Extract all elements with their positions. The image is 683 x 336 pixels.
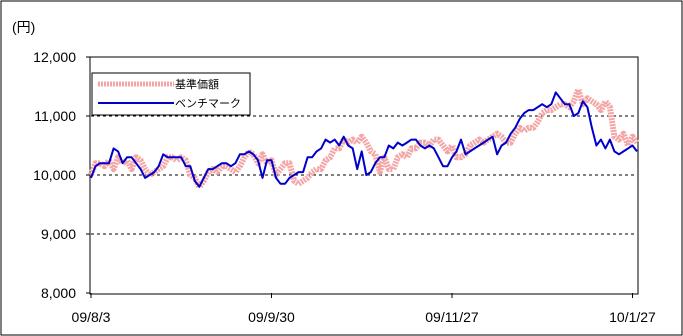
- series-line-benchmark: [90, 91, 638, 188]
- x-tick-label: 09/8/3: [72, 309, 111, 325]
- series-line-nav: [88, 86, 640, 190]
- unit-label: (円): [12, 19, 35, 35]
- y-tick-label: 11,000: [34, 108, 76, 124]
- x-tick-label: 09/11/27: [425, 309, 479, 325]
- x-axis: 09/8/3 09/9/30 09/11/27 10/1/27: [72, 293, 656, 325]
- gridlines: [91, 115, 637, 235]
- legend-label-nav: 基準価額: [175, 77, 219, 91]
- x-tick-label: 10/1/27: [609, 309, 656, 325]
- x-tick-label: 09/9/30: [248, 309, 295, 325]
- y-tick-label: 12,000: [33, 49, 76, 65]
- y-tick-label: 9,000: [41, 226, 76, 242]
- legend-box: [91, 72, 251, 116]
- legend-label-benchmark: ベンチマーク: [175, 97, 241, 110]
- y-axis: 12,000 11,000 10,000 9,000 8,000: [33, 49, 90, 301]
- legend: 基準価額 ベンチマーク: [91, 72, 251, 116]
- series-group: [88, 86, 640, 190]
- y-tick-label: 8,000: [41, 285, 76, 301]
- y-tick-label: 10,000: [33, 167, 76, 183]
